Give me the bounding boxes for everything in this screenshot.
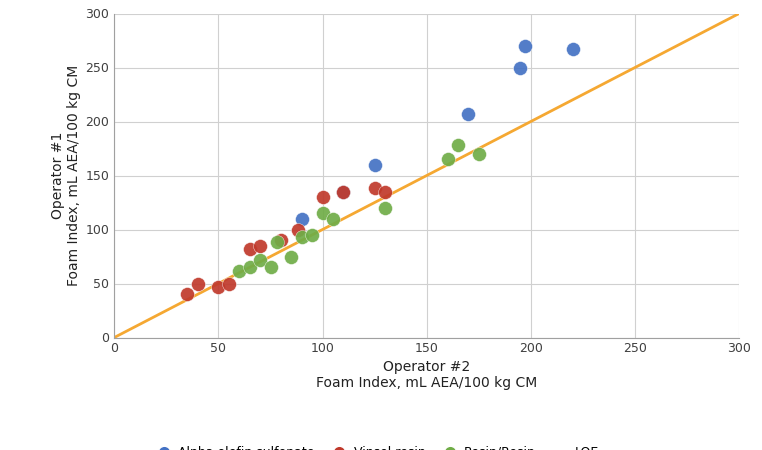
Point xyxy=(379,204,391,212)
Point xyxy=(275,237,287,244)
Point xyxy=(518,42,530,50)
Point xyxy=(452,142,464,149)
Point xyxy=(191,280,203,287)
Y-axis label: Operator #1
Foam Index, mL AEA/100 kg CM: Operator #1 Foam Index, mL AEA/100 kg CM xyxy=(51,65,82,286)
Point xyxy=(244,264,256,271)
Point xyxy=(306,231,319,239)
Point xyxy=(285,253,297,260)
Point xyxy=(271,239,283,246)
Point xyxy=(327,215,339,222)
Point xyxy=(338,188,350,195)
Point xyxy=(213,283,225,290)
Point xyxy=(292,226,304,233)
X-axis label: Operator #2
Foam Index, mL AEA/100 kg CM: Operator #2 Foam Index, mL AEA/100 kg CM xyxy=(316,360,537,390)
Point xyxy=(566,45,578,53)
Point xyxy=(233,267,245,274)
Point xyxy=(514,64,527,71)
Legend: Alpha olefin sulfonate, Vinsol resin, Resin/Rosin, LOE: Alpha olefin sulfonate, Vinsol resin, Re… xyxy=(149,441,604,450)
Point xyxy=(181,291,194,298)
Point xyxy=(441,156,453,163)
Point xyxy=(296,234,308,241)
Point xyxy=(316,194,328,201)
Point xyxy=(264,264,277,271)
Point xyxy=(244,245,256,252)
Point xyxy=(296,215,308,222)
Point xyxy=(369,185,381,192)
Point xyxy=(472,150,485,158)
Point xyxy=(316,210,328,217)
Point xyxy=(338,188,350,195)
Point xyxy=(379,188,391,195)
Point xyxy=(254,256,266,263)
Point xyxy=(369,161,381,168)
Point xyxy=(223,280,235,287)
Point xyxy=(463,110,475,117)
Point xyxy=(254,242,266,249)
